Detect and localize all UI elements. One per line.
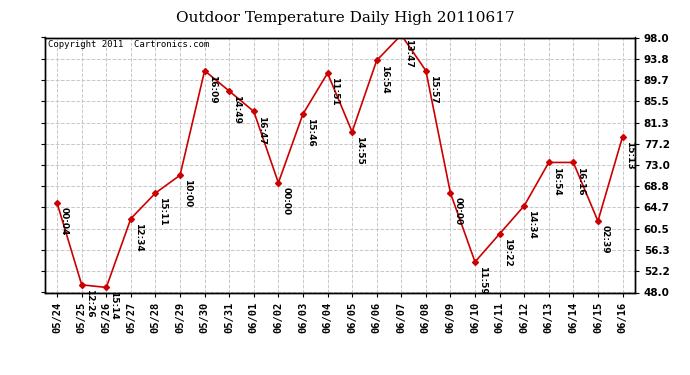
Text: 11:51: 11:51 — [331, 77, 339, 106]
Text: 13:47: 13:47 — [404, 39, 413, 68]
Text: 14:34: 14:34 — [527, 210, 536, 239]
Text: 10:00: 10:00 — [183, 179, 192, 207]
Text: 11:59: 11:59 — [478, 266, 487, 295]
Text: 16:54: 16:54 — [380, 64, 388, 93]
Text: 15:57: 15:57 — [428, 75, 438, 104]
Text: 12:34: 12:34 — [134, 223, 143, 251]
Text: Outdoor Temperature Daily High 20110617: Outdoor Temperature Daily High 20110617 — [176, 11, 514, 25]
Text: 15:13: 15:13 — [625, 141, 635, 170]
Text: Copyright 2011  Cartronics.com: Copyright 2011 Cartronics.com — [48, 40, 209, 49]
Text: 15:46: 15:46 — [306, 118, 315, 147]
Text: 14:55: 14:55 — [355, 136, 364, 165]
Text: 14:49: 14:49 — [232, 95, 241, 124]
Text: 16:47: 16:47 — [257, 116, 266, 144]
Text: 19:22: 19:22 — [502, 238, 511, 267]
Text: 00:00: 00:00 — [453, 197, 462, 225]
Text: 02:39: 02:39 — [601, 225, 610, 254]
Text: 15:11: 15:11 — [159, 197, 168, 226]
Text: 00:00: 00:00 — [282, 187, 290, 215]
Text: 15:14: 15:14 — [109, 291, 118, 320]
Text: 00:04: 00:04 — [60, 207, 69, 236]
Text: 16:54: 16:54 — [552, 166, 561, 195]
Text: 16:09: 16:09 — [208, 75, 217, 104]
Text: 12:26: 12:26 — [85, 289, 94, 318]
Text: 16:16: 16:16 — [576, 166, 585, 195]
